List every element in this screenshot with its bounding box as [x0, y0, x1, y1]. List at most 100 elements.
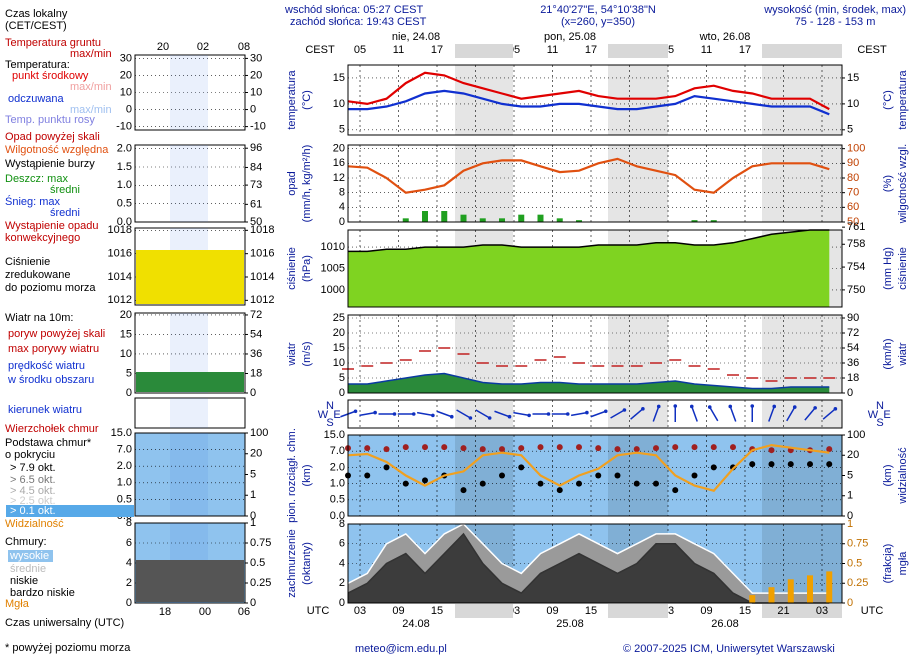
wind-arrow	[786, 406, 796, 422]
wind-arrow-head	[468, 416, 473, 420]
y-tick-label: 0	[126, 387, 132, 399]
bottom-hour: 09	[546, 605, 558, 617]
legend-text: Wystąpienie burzy	[5, 158, 95, 170]
panel-frame	[347, 314, 843, 394]
legend-text: max/min	[70, 81, 112, 93]
legend-pressure-fill	[136, 250, 244, 304]
bar	[537, 214, 544, 222]
y2-tick-label: 750	[847, 284, 865, 296]
y2-tick-label: 1016	[250, 248, 274, 260]
wind-arrow-head	[353, 409, 358, 414]
y2-tick-label: 20	[847, 449, 859, 461]
legend-text: > 0.1 okt.	[10, 505, 56, 517]
panel-label: (m/s)	[301, 341, 313, 366]
night-band	[762, 315, 842, 393]
legend-text: Temperatura:	[5, 59, 70, 71]
legend-wind-fill	[136, 372, 244, 392]
dot	[518, 445, 525, 452]
y2-tick-label: 18	[250, 367, 262, 379]
wind-arrow	[456, 409, 471, 419]
y2-tick-label: 36	[250, 348, 262, 360]
compass: S	[326, 417, 333, 429]
night-band	[455, 604, 513, 618]
legend-text: Wiatr na 10m:	[5, 312, 73, 324]
wind-arrow-head	[707, 405, 712, 409]
dot	[595, 445, 602, 452]
header-text: zachód słońca: 19:43 CEST	[290, 16, 427, 28]
bottom-hour: 21	[777, 605, 789, 617]
y-tick-label: 1010	[321, 241, 345, 253]
dot	[422, 444, 428, 451]
dot	[826, 461, 833, 468]
y2-tick-label: 90	[847, 157, 859, 169]
panel-label: ciśnienie	[897, 247, 909, 290]
panel-label: (km)	[301, 465, 313, 487]
y-tick-label: 20	[333, 327, 345, 339]
compass: E	[883, 409, 890, 421]
y-tick-label: 10	[333, 98, 345, 110]
y2-tick-label: 0.5	[250, 557, 265, 569]
dot	[768, 447, 775, 454]
y-tick-label: 0.0	[117, 216, 132, 228]
header-text: (x=260, y=350)	[561, 16, 635, 28]
y-tick-label: 15	[120, 328, 132, 340]
legend-text: Ciśnienie	[5, 256, 50, 268]
y-tick-label: 1000	[321, 284, 345, 296]
y-tick-label: 1005	[321, 262, 345, 274]
wind-arrow-head	[449, 414, 454, 419]
line	[347, 443, 830, 492]
y-tick-label: 1016	[108, 248, 132, 260]
y2-tick-label: 1012	[250, 294, 274, 306]
dot	[614, 446, 621, 453]
bottom-hour: 03	[816, 605, 828, 617]
dot	[479, 480, 486, 487]
wind-arrow-head	[431, 413, 435, 418]
legend-text: konwekcyjnego	[5, 232, 80, 244]
legend-hour: 00	[199, 606, 211, 618]
wind-arrow	[804, 407, 816, 421]
wind-arrow-head	[392, 412, 397, 416]
y-tick-label: 15.0	[324, 429, 345, 441]
wind-arrow	[590, 410, 607, 418]
bottom-hour: 09	[700, 605, 712, 617]
panel-label: ciśnienie	[286, 247, 298, 290]
wind-arrow-head	[813, 406, 817, 410]
footer-copyright: © 2007-2025 ICM, Uniwersytet Warszawski	[623, 643, 835, 655]
panel-label: (mm Hg)	[882, 247, 894, 290]
wind-arrow	[768, 406, 775, 422]
bottom-hour: 03	[354, 605, 366, 617]
legend-night	[170, 433, 208, 516]
legend-night	[170, 398, 208, 428]
line	[347, 71, 830, 111]
bar	[826, 571, 833, 603]
dot	[672, 487, 679, 494]
legend-text: odczuwana	[8, 93, 65, 105]
night-band	[762, 65, 842, 135]
y-tick-label: -10	[116, 120, 132, 132]
wind-arrow-head	[833, 407, 838, 411]
y-tick-label: 8	[126, 517, 132, 529]
y2-tick-label: 70	[847, 187, 859, 199]
dot	[499, 446, 505, 453]
legend-text: prędkość wiatru	[8, 360, 85, 372]
legend-swatch	[6, 505, 134, 517]
line	[348, 229, 830, 253]
dot	[710, 464, 717, 471]
wind-arrow-head	[689, 404, 694, 409]
legend-text: średni	[50, 207, 80, 219]
panel-label: temperatura	[286, 69, 298, 129]
dot	[633, 480, 640, 487]
bar	[556, 218, 563, 222]
y-tick-label: 7.0	[117, 444, 132, 456]
y-tick-label: 2	[126, 577, 132, 589]
y-tick-label: 7.0	[330, 445, 345, 457]
legend-text: średnie	[10, 563, 46, 575]
y2-tick-label: -10	[250, 120, 266, 132]
dot	[556, 444, 563, 451]
dot	[402, 444, 409, 451]
y2-tick-label: 754	[847, 261, 865, 273]
panel-label: (frakcja)	[882, 544, 894, 584]
line	[348, 372, 830, 390]
dot	[672, 444, 679, 451]
wind-arrow-head	[585, 410, 589, 415]
